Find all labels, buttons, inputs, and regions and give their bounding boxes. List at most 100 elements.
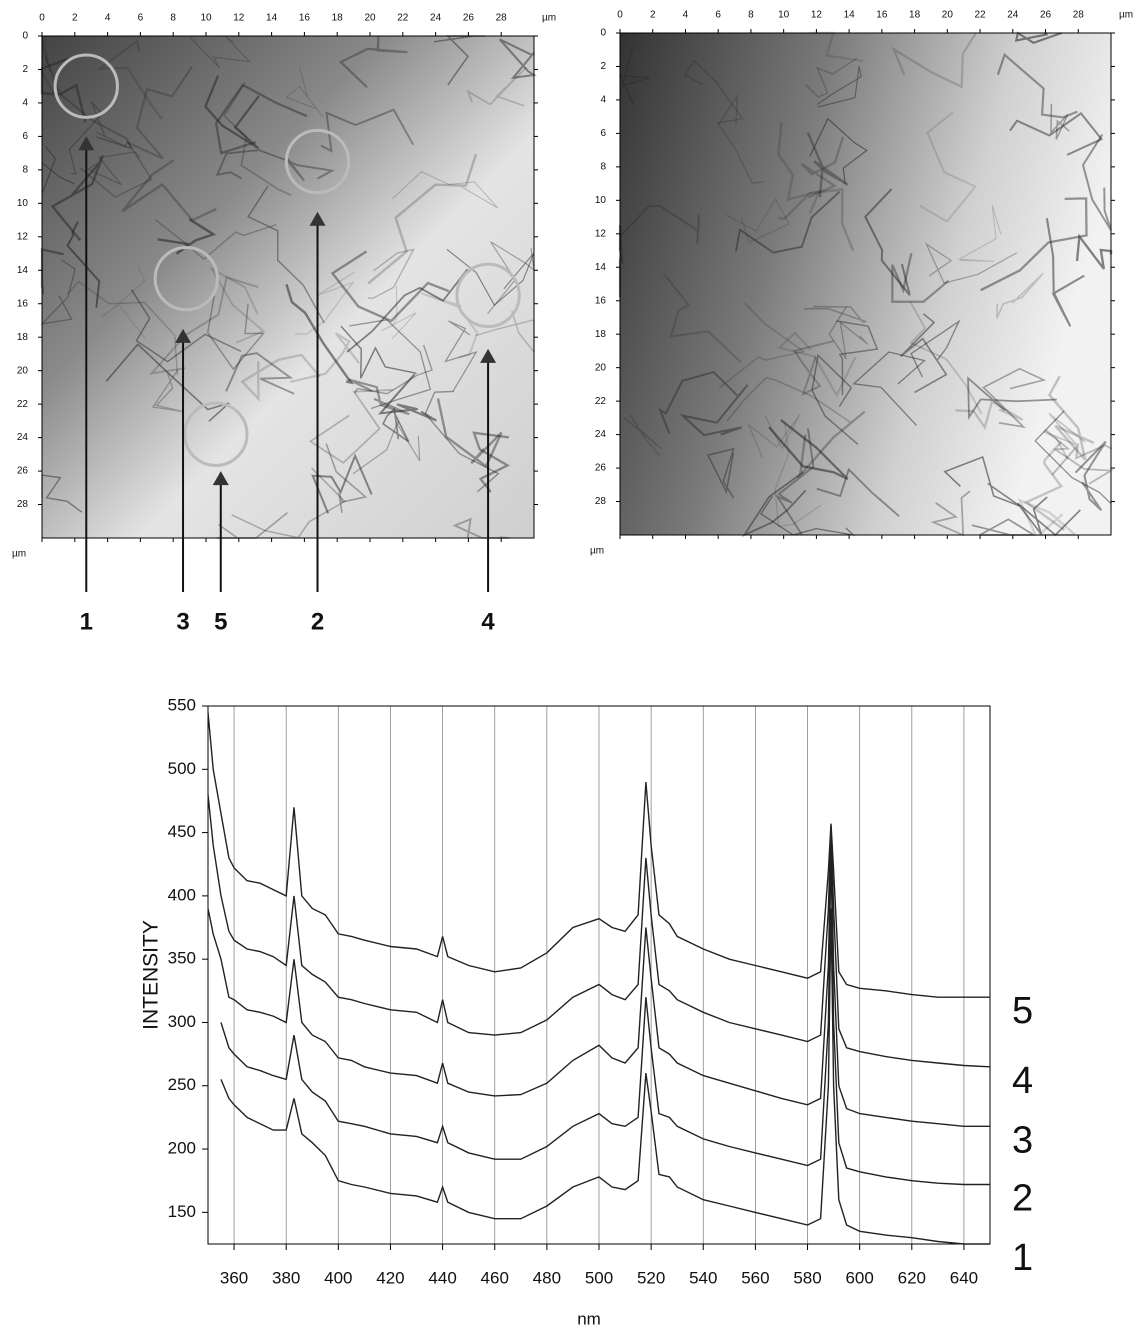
afm-texture bbox=[287, 158, 336, 182]
afm-texture bbox=[96, 38, 164, 120]
afm-texture bbox=[924, 242, 1018, 284]
plot-frame bbox=[207, 705, 991, 1245]
y-tick-label: 8 bbox=[600, 162, 606, 173]
afm-texture bbox=[498, 38, 537, 80]
y-tick-label: 10 bbox=[595, 195, 607, 206]
unit-label: µm bbox=[590, 546, 604, 557]
image-frame bbox=[619, 32, 1112, 536]
afm-texture bbox=[996, 272, 1044, 319]
afm-texture bbox=[828, 306, 869, 360]
afm-texture bbox=[910, 319, 961, 378]
x-tick-label: 28 bbox=[496, 13, 508, 24]
afm-texture bbox=[1045, 218, 1085, 327]
afm-texture bbox=[424, 390, 500, 493]
afm-texture bbox=[982, 367, 1047, 429]
afm-texture bbox=[381, 285, 417, 340]
afm-texture bbox=[436, 398, 503, 469]
x-tick-label: 540 bbox=[689, 1268, 717, 1287]
image-frame bbox=[41, 35, 535, 539]
y-tick-label: 2 bbox=[22, 64, 28, 75]
afm-texture bbox=[718, 302, 806, 389]
afm-texture bbox=[330, 250, 450, 323]
afm-texture bbox=[996, 52, 1078, 119]
afm-texture bbox=[68, 100, 106, 175]
afm-texture bbox=[816, 467, 900, 517]
unit-label: µm bbox=[542, 13, 556, 24]
afm-texture bbox=[1017, 498, 1079, 537]
marker-label: 2 bbox=[311, 608, 324, 635]
afm-texture bbox=[231, 467, 346, 539]
afm-texture bbox=[930, 490, 971, 537]
region-circle bbox=[53, 53, 119, 119]
x-tick-label: 28 bbox=[1073, 10, 1085, 21]
spectrum-line bbox=[220, 908, 990, 1245]
x-tick-label: 26 bbox=[1040, 10, 1052, 21]
afm-texture bbox=[726, 197, 791, 244]
afm-texture bbox=[285, 66, 324, 118]
x-tick-label: 8 bbox=[748, 10, 754, 21]
afm-texture bbox=[1081, 133, 1112, 231]
y-tick-label: 8 bbox=[22, 165, 28, 176]
region-circle bbox=[284, 128, 351, 195]
y-tick-label: 20 bbox=[595, 362, 607, 373]
afm-texture bbox=[980, 197, 1088, 292]
afm-texture bbox=[320, 108, 415, 153]
x-tick-label: 480 bbox=[533, 1268, 561, 1287]
y-tick-label: 24 bbox=[595, 429, 607, 440]
y-tick-label: 6 bbox=[600, 128, 606, 139]
x-tick-label: 500 bbox=[585, 1268, 613, 1287]
y-axis-label: INTENSITY bbox=[140, 920, 163, 1030]
unit-label: µm bbox=[1119, 10, 1133, 21]
x-tick-label: 24 bbox=[430, 13, 442, 24]
x-tick-label: 460 bbox=[481, 1268, 509, 1287]
afm-texture bbox=[225, 352, 295, 395]
afm-texture bbox=[774, 428, 815, 536]
y-tick-label: 18 bbox=[17, 332, 29, 343]
afm-texture bbox=[348, 378, 410, 416]
afm-texture bbox=[294, 271, 355, 335]
afm-texture bbox=[778, 188, 855, 252]
afm-texture bbox=[726, 376, 851, 424]
afm-texture bbox=[353, 344, 433, 395]
afm-texture bbox=[126, 66, 193, 160]
spectrum-line bbox=[207, 794, 991, 1068]
afm-texture bbox=[285, 284, 354, 385]
y-tick-label: 500 bbox=[168, 759, 196, 778]
y-tick-label: 12 bbox=[595, 228, 607, 239]
afm-texture bbox=[349, 319, 432, 410]
y-tick-label: 250 bbox=[168, 1075, 196, 1094]
afm-texture bbox=[472, 431, 510, 493]
afm-texture bbox=[325, 443, 368, 514]
y-tick-label: 28 bbox=[17, 499, 29, 510]
y-tick-label: 200 bbox=[168, 1139, 196, 1158]
x-tick-label: 16 bbox=[876, 10, 888, 21]
y-tick-label: 12 bbox=[17, 231, 29, 242]
arrow-head bbox=[309, 211, 326, 226]
afm-texture bbox=[852, 351, 926, 426]
afm-texture bbox=[66, 221, 101, 308]
afm-texture bbox=[79, 131, 153, 198]
x-tick-label: 10 bbox=[200, 13, 212, 24]
afm-texture bbox=[777, 121, 822, 214]
afm-texture bbox=[154, 219, 277, 261]
afm-texture bbox=[1050, 103, 1070, 140]
afm-texture bbox=[367, 153, 478, 285]
afm-texture bbox=[209, 266, 266, 344]
afm-texture bbox=[909, 301, 983, 415]
afm-texture bbox=[1043, 412, 1086, 460]
afm-texture bbox=[806, 132, 849, 198]
afm-texture bbox=[1016, 496, 1081, 537]
afm-texture bbox=[247, 185, 325, 324]
x-tick-label: 24 bbox=[1007, 10, 1019, 21]
afm-texture bbox=[967, 376, 1057, 420]
y-tick-label: 300 bbox=[168, 1012, 196, 1031]
unit-label: µm bbox=[12, 549, 26, 560]
afm-texture bbox=[1023, 441, 1066, 531]
afm-image bbox=[620, 33, 1111, 535]
x-tick-label: 6 bbox=[715, 10, 721, 21]
x-tick-label: 0 bbox=[39, 13, 45, 24]
y-tick-label: 20 bbox=[17, 365, 29, 376]
afm-texture bbox=[768, 419, 849, 481]
afm-texture bbox=[658, 371, 738, 435]
